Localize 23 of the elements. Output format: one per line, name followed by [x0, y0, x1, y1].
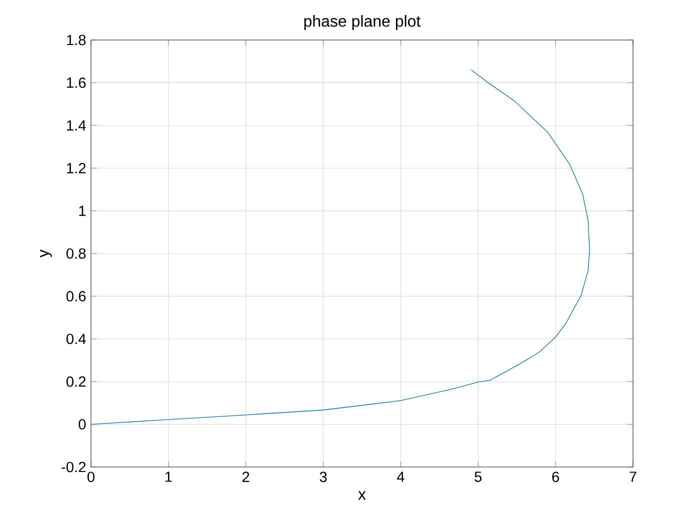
y-tick-label: 0.4 — [66, 334, 86, 344]
chart-title: phase plane plot — [304, 15, 421, 30]
y-tick-label: 1.8 — [67, 34, 86, 46]
x-tick-label: 5 — [474, 472, 482, 482]
y-axis-title: y — [40, 250, 52, 258]
y-tick-label: 1.4 — [67, 120, 86, 130]
y-tick-label: 0.8 — [66, 248, 86, 259]
x-tick-label: 1 — [165, 472, 172, 482]
y-tick-label: -0.2 — [62, 462, 86, 472]
x-tick-label: 3 — [320, 472, 327, 482]
y-tick-label: 0.2 — [66, 376, 86, 387]
y-tick-label: 1 — [79, 206, 86, 216]
y-tick-label: 0 — [78, 419, 86, 430]
x-axis-title: x — [358, 491, 366, 500]
x-tick-label: 7 — [630, 472, 636, 482]
y-tick-label: 0.6 — [66, 291, 86, 302]
x-tick-label: 2 — [242, 472, 250, 482]
y-tick-label: 1.6 — [67, 78, 86, 88]
x-tick-label: 0 — [87, 472, 94, 482]
line-series — [91, 70, 590, 425]
x-tick-label: 4 — [396, 472, 404, 482]
y-tick-label: 1.2 — [67, 162, 86, 174]
x-tick-label: 6 — [552, 472, 559, 482]
